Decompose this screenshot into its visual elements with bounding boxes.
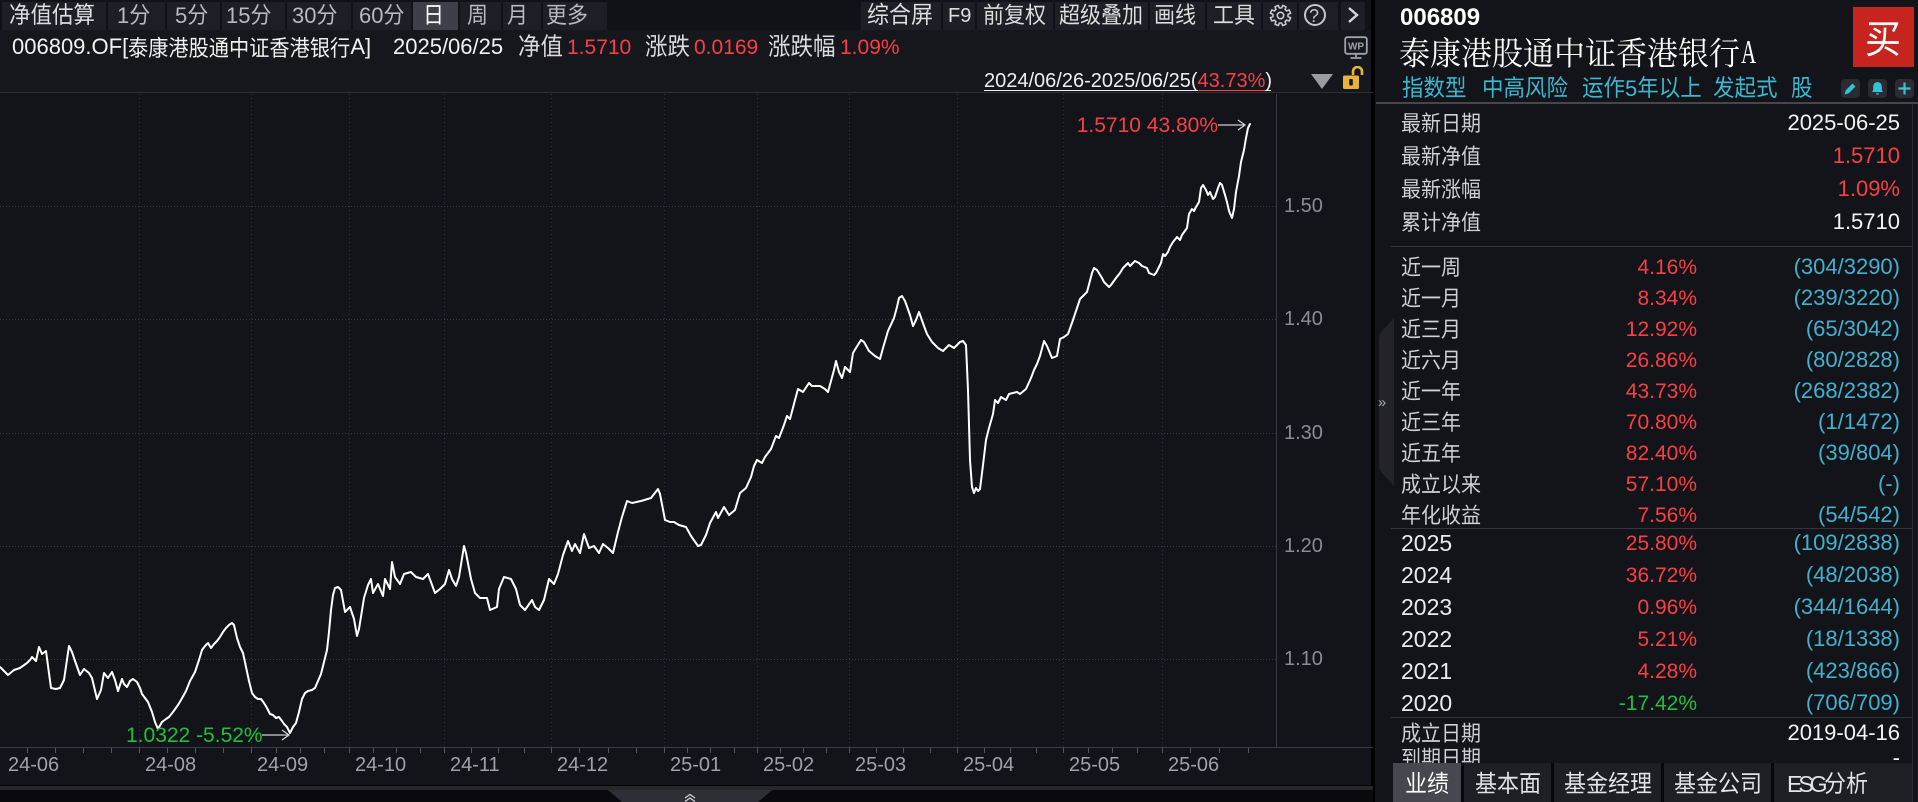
- svg-text:1: 1: [117, 3, 129, 28]
- svg-text:15: 15: [226, 3, 250, 28]
- svg-text:5: 5: [1625, 76, 1637, 101]
- svg-text:30: 30: [292, 3, 316, 28]
- svg-text:»: »: [1378, 394, 1386, 411]
- svg-text:WP: WP: [1348, 42, 1364, 53]
- svg-text:5: 5: [175, 3, 187, 28]
- svg-text:60: 60: [359, 3, 383, 28]
